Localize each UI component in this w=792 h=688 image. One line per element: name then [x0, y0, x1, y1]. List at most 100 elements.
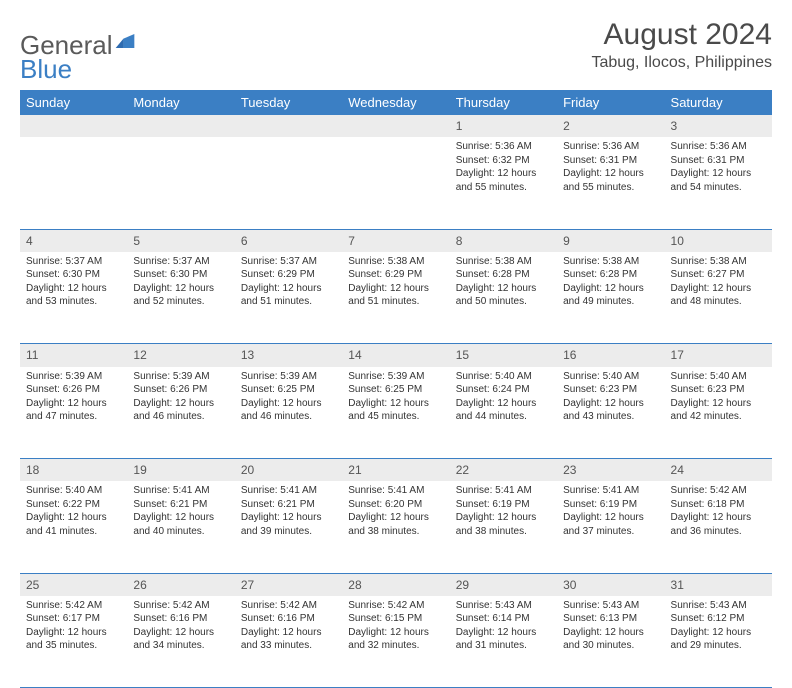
daylight-text: Daylight: 12 hours and 35 minutes.: [26, 626, 121, 653]
location: Tabug, Ilocos, Philippines: [591, 54, 772, 72]
sunrise-text: Sunrise: 5:42 AM: [348, 599, 443, 613]
sunrise-text: Sunrise: 5:40 AM: [26, 484, 121, 498]
day-number-cell: 3: [665, 115, 772, 137]
calendar-day-cell: Sunrise: 5:39 AMSunset: 6:25 PMDaylight:…: [235, 367, 342, 459]
sunset-text: Sunset: 6:28 PM: [456, 268, 551, 282]
day-number-cell: 18: [20, 459, 127, 482]
day-number-cell: 30: [557, 573, 664, 596]
day-number-cell: 24: [665, 459, 772, 482]
sunrise-text: Sunrise: 5:39 AM: [348, 370, 443, 384]
daylight-text: Daylight: 12 hours and 29 minutes.: [671, 626, 766, 653]
sunset-text: Sunset: 6:31 PM: [563, 154, 658, 168]
sunrise-text: Sunrise: 5:38 AM: [671, 255, 766, 269]
day-number-cell: 11: [20, 344, 127, 367]
sunrise-text: Sunrise: 5:40 AM: [456, 370, 551, 384]
daylight-text: Daylight: 12 hours and 45 minutes.: [348, 397, 443, 424]
day-number-cell: 22: [450, 459, 557, 482]
calendar-week-row: Sunrise: 5:37 AMSunset: 6:30 PMDaylight:…: [20, 252, 772, 344]
daylight-text: Daylight: 12 hours and 51 minutes.: [348, 282, 443, 309]
day-number-cell: 21: [342, 459, 449, 482]
sunset-text: Sunset: 6:13 PM: [563, 612, 658, 626]
day-header: Sunday: [20, 90, 127, 115]
sunset-text: Sunset: 6:14 PM: [456, 612, 551, 626]
sunset-text: Sunset: 6:16 PM: [241, 612, 336, 626]
sunrise-text: Sunrise: 5:39 AM: [241, 370, 336, 384]
sunrise-text: Sunrise: 5:39 AM: [133, 370, 228, 384]
sunrise-text: Sunrise: 5:41 AM: [133, 484, 228, 498]
calendar-day-cell: Sunrise: 5:40 AMSunset: 6:23 PMDaylight:…: [665, 367, 772, 459]
daylight-text: Daylight: 12 hours and 43 minutes.: [563, 397, 658, 424]
sunrise-text: Sunrise: 5:43 AM: [563, 599, 658, 613]
calendar-day-cell: [235, 137, 342, 229]
daylight-text: Daylight: 12 hours and 47 minutes.: [26, 397, 121, 424]
sunset-text: Sunset: 6:27 PM: [671, 268, 766, 282]
day-number-cell: 29: [450, 573, 557, 596]
calendar-day-cell: Sunrise: 5:41 AMSunset: 6:20 PMDaylight:…: [342, 481, 449, 573]
sunset-text: Sunset: 6:17 PM: [26, 612, 121, 626]
month-title: August 2024: [591, 18, 772, 52]
day-number-cell: 16: [557, 344, 664, 367]
sunrise-text: Sunrise: 5:38 AM: [456, 255, 551, 269]
sunset-text: Sunset: 6:30 PM: [133, 268, 228, 282]
sunrise-text: Sunrise: 5:42 AM: [133, 599, 228, 613]
daylight-text: Daylight: 12 hours and 42 minutes.: [671, 397, 766, 424]
calendar-week-row: Sunrise: 5:42 AMSunset: 6:17 PMDaylight:…: [20, 596, 772, 688]
calendar-day-cell: Sunrise: 5:42 AMSunset: 6:17 PMDaylight:…: [20, 596, 127, 688]
daylight-text: Daylight: 12 hours and 48 minutes.: [671, 282, 766, 309]
day-number-row: 18192021222324: [20, 459, 772, 482]
sunset-text: Sunset: 6:26 PM: [133, 383, 228, 397]
sunrise-text: Sunrise: 5:43 AM: [456, 599, 551, 613]
sunrise-text: Sunrise: 5:38 AM: [563, 255, 658, 269]
sunset-text: Sunset: 6:29 PM: [241, 268, 336, 282]
day-number-cell: 15: [450, 344, 557, 367]
calendar-day-cell: [127, 137, 234, 229]
day-header-row: Sunday Monday Tuesday Wednesday Thursday…: [20, 90, 772, 115]
day-number-row: 11121314151617: [20, 344, 772, 367]
day-number-cell: 28: [342, 573, 449, 596]
sunrise-text: Sunrise: 5:39 AM: [26, 370, 121, 384]
sunrise-text: Sunrise: 5:40 AM: [563, 370, 658, 384]
sunrise-text: Sunrise: 5:37 AM: [26, 255, 121, 269]
calendar-day-cell: Sunrise: 5:43 AMSunset: 6:14 PMDaylight:…: [450, 596, 557, 688]
sunset-text: Sunset: 6:12 PM: [671, 612, 766, 626]
calendar-day-cell: Sunrise: 5:41 AMSunset: 6:21 PMDaylight:…: [235, 481, 342, 573]
sunset-text: Sunset: 6:19 PM: [456, 498, 551, 512]
sunrise-text: Sunrise: 5:36 AM: [563, 140, 658, 154]
daylight-text: Daylight: 12 hours and 53 minutes.: [26, 282, 121, 309]
day-number-cell: 17: [665, 344, 772, 367]
sunset-text: Sunset: 6:19 PM: [563, 498, 658, 512]
daylight-text: Daylight: 12 hours and 31 minutes.: [456, 626, 551, 653]
sunset-text: Sunset: 6:28 PM: [563, 268, 658, 282]
sunrise-text: Sunrise: 5:41 AM: [348, 484, 443, 498]
daylight-text: Daylight: 12 hours and 37 minutes.: [563, 511, 658, 538]
day-number-row: 45678910: [20, 229, 772, 252]
sunset-text: Sunset: 6:20 PM: [348, 498, 443, 512]
day-number-cell: [127, 115, 234, 137]
logo: GeneralBlue: [20, 18, 136, 82]
daylight-text: Daylight: 12 hours and 38 minutes.: [348, 511, 443, 538]
sunset-text: Sunset: 6:15 PM: [348, 612, 443, 626]
sunrise-text: Sunrise: 5:42 AM: [26, 599, 121, 613]
day-header: Saturday: [665, 90, 772, 115]
day-number-cell: 8: [450, 229, 557, 252]
day-number-cell: 9: [557, 229, 664, 252]
header: GeneralBlue August 2024 Tabug, Ilocos, P…: [20, 18, 772, 82]
calendar-week-row: Sunrise: 5:39 AMSunset: 6:26 PMDaylight:…: [20, 367, 772, 459]
calendar-week-row: Sunrise: 5:40 AMSunset: 6:22 PMDaylight:…: [20, 481, 772, 573]
day-number-cell: 12: [127, 344, 234, 367]
sunset-text: Sunset: 6:32 PM: [456, 154, 551, 168]
daylight-text: Daylight: 12 hours and 32 minutes.: [348, 626, 443, 653]
day-header: Thursday: [450, 90, 557, 115]
daylight-text: Daylight: 12 hours and 46 minutes.: [133, 397, 228, 424]
daylight-text: Daylight: 12 hours and 46 minutes.: [241, 397, 336, 424]
calendar-day-cell: Sunrise: 5:41 AMSunset: 6:19 PMDaylight:…: [557, 481, 664, 573]
sunrise-text: Sunrise: 5:42 AM: [241, 599, 336, 613]
daylight-text: Daylight: 12 hours and 51 minutes.: [241, 282, 336, 309]
day-number-cell: 2: [557, 115, 664, 137]
day-number-row: 25262728293031: [20, 573, 772, 596]
daylight-text: Daylight: 12 hours and 33 minutes.: [241, 626, 336, 653]
day-number-cell: [342, 115, 449, 137]
sunrise-text: Sunrise: 5:37 AM: [133, 255, 228, 269]
day-header: Tuesday: [235, 90, 342, 115]
day-number-cell: [235, 115, 342, 137]
